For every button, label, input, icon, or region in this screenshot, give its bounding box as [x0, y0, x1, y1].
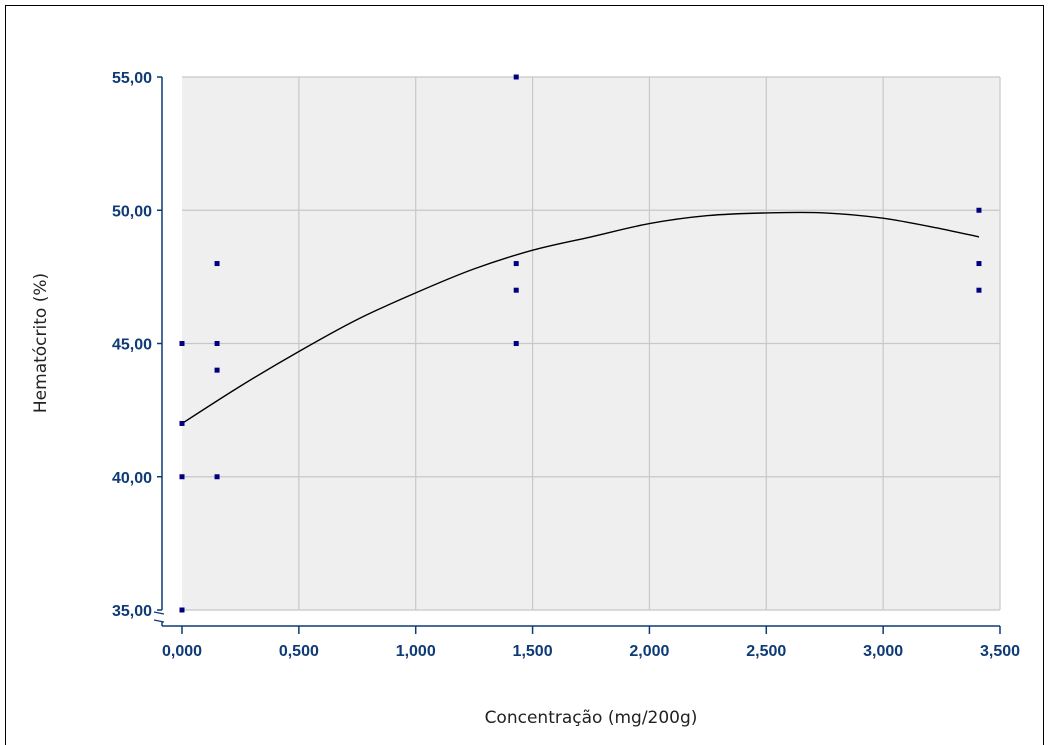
data-point [179, 420, 185, 426]
x-axis-title: Concentração (mg/200g) [485, 708, 698, 728]
x-tick-label: 3,000 [863, 643, 903, 660]
trend-line [181, 211, 980, 425]
data-point [179, 607, 185, 613]
y-tick-label: 50,00 [112, 203, 152, 220]
data-point [976, 207, 982, 213]
x-tick-label: 2,500 [746, 643, 786, 660]
data-point [179, 474, 185, 480]
x-tick-label: 0,500 [279, 643, 319, 660]
data-point [214, 474, 220, 480]
data-point [214, 261, 220, 267]
y-tick-label: 55,00 [112, 70, 152, 87]
data-point [976, 287, 982, 293]
x-tick-label: 0,000 [162, 643, 202, 660]
axis-break-mark [153, 611, 165, 615]
y-tick-label: 35,00 [112, 603, 152, 620]
tick-labels: 35,00 40,00 45,00 50,00 55,00 0,000 0,500 1,000… [112, 70, 1020, 660]
data-points [179, 74, 982, 613]
data-point [976, 261, 982, 267]
data-point [214, 341, 220, 346]
y-tick-label: 40,00 [112, 470, 152, 487]
axes [153, 76, 1001, 634]
grid [182, 76, 1001, 611]
data-point [513, 341, 519, 346]
x-tick-label: 1,000 [396, 643, 436, 660]
x-tick-label: 1,500 [513, 643, 553, 660]
data-point [513, 287, 519, 293]
x-tick-label: 3,500 [980, 643, 1020, 660]
data-point [179, 341, 185, 346]
data-point [513, 74, 519, 80]
data-point [214, 367, 220, 373]
x-tick-label: 2,000 [629, 643, 669, 660]
y-tick-label: 45,00 [112, 337, 152, 354]
axis-break-mark [153, 619, 165, 623]
y-axis-title: Hematócrito (%) [31, 273, 51, 413]
trend-line-group [181, 211, 980, 425]
data-point [513, 261, 519, 267]
